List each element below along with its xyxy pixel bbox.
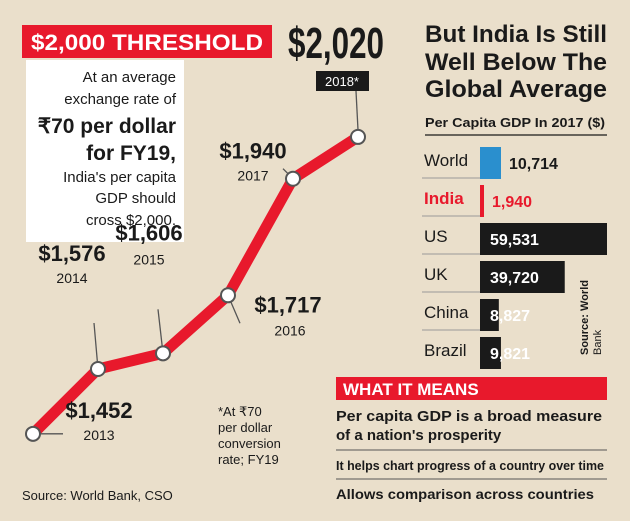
meaning-point: Allows comparison across countries xyxy=(336,486,594,502)
data-point-2018 xyxy=(350,128,366,145)
bar-value-world: 10,714 xyxy=(509,156,558,173)
bar-brazil xyxy=(480,337,501,369)
meaning-point: It helps chart progress of a country ove… xyxy=(336,458,604,473)
bar-uk xyxy=(480,261,565,293)
bar-category-china: China xyxy=(424,303,469,322)
bar-category-brazil: Brazil xyxy=(424,341,467,360)
bar-value-us: 59,531 xyxy=(490,232,539,249)
year-label-2018: 2018* xyxy=(325,74,359,89)
bar-value-brazil: 9,821 xyxy=(490,346,530,363)
gdp-series-line xyxy=(27,131,364,440)
year-label-2014: 2014 xyxy=(56,270,87,286)
note-box xyxy=(26,60,184,242)
threshold-banner xyxy=(22,25,272,58)
meaning-point: Per capita GDP is a broad measure xyxy=(336,408,602,425)
note-line: GDP should xyxy=(95,190,176,207)
note-line: ₹70 per dollar xyxy=(38,115,176,138)
note-line: India's per capita xyxy=(63,169,177,186)
bar-category-uk: UK xyxy=(424,265,448,284)
bar-value-china: 8,827 xyxy=(490,308,530,325)
bar-chart-source-line: Bank xyxy=(592,329,604,355)
bar-chart-subtitle: Per Capita GDP In 2017 ($) xyxy=(425,115,605,130)
bar-us xyxy=(480,223,607,255)
bar-india xyxy=(480,185,484,217)
value-label-2013: $1,452 xyxy=(65,398,132,423)
data-point-2017 xyxy=(285,170,301,187)
year-label-2015: 2015 xyxy=(133,251,164,267)
data-point-2014 xyxy=(90,361,106,377)
label-connector xyxy=(355,90,359,130)
note-line: cross $2,000. xyxy=(86,212,176,229)
footnote-line: *At ₹70 xyxy=(218,404,262,419)
bar-chart-title-line: Well Below The xyxy=(425,49,607,76)
what-it-means-header xyxy=(336,377,607,400)
year-label-2013: 2013 xyxy=(83,427,114,443)
year-label-2016: 2016 xyxy=(274,322,305,338)
year-label-2017: 2017 xyxy=(237,168,268,184)
bar-world xyxy=(480,147,501,179)
value-label-2015: $1,606 xyxy=(115,220,182,245)
bar-category-india: India xyxy=(424,189,464,208)
threshold-banner-text: $2,000 THRESHOLD xyxy=(31,30,263,55)
value-label-2016: $1,717 xyxy=(254,292,321,317)
meaning-point: of a nation's prosperity xyxy=(336,427,502,444)
bar-chart-title-line: But India Is Still xyxy=(425,21,607,48)
bar-chart-source-line: Source: World xyxy=(579,280,591,355)
what-it-means-header-text: WHAT IT MEANS xyxy=(343,380,479,399)
data-point-2013 xyxy=(25,425,41,442)
value-label-2018: $2,020 xyxy=(288,19,384,68)
footnote-line: per dollar xyxy=(218,420,273,435)
value-label-2014: $1,576 xyxy=(38,241,105,266)
note-line: for FY19, xyxy=(86,142,176,165)
data-point-2015 xyxy=(155,345,171,362)
year-badge-2018 xyxy=(316,71,369,91)
value-label-2017: $1,940 xyxy=(219,139,286,164)
bar-category-us: US xyxy=(424,227,448,246)
note-line: At an average xyxy=(83,69,176,86)
footnote-line: rate; FY19 xyxy=(218,452,279,467)
footnote-line: conversion xyxy=(218,436,281,451)
bar-value-uk: 39,720 xyxy=(490,270,539,287)
bar-category-world: World xyxy=(424,151,468,170)
note-line: exchange rate of xyxy=(64,91,177,108)
bar-chart-title-line: Global Average xyxy=(425,76,607,103)
line-chart-source: Source: World Bank, CSO xyxy=(22,488,173,503)
bar-value-india: 1,940 xyxy=(492,194,532,211)
data-point-2016 xyxy=(220,287,236,304)
bar-china xyxy=(480,299,499,331)
